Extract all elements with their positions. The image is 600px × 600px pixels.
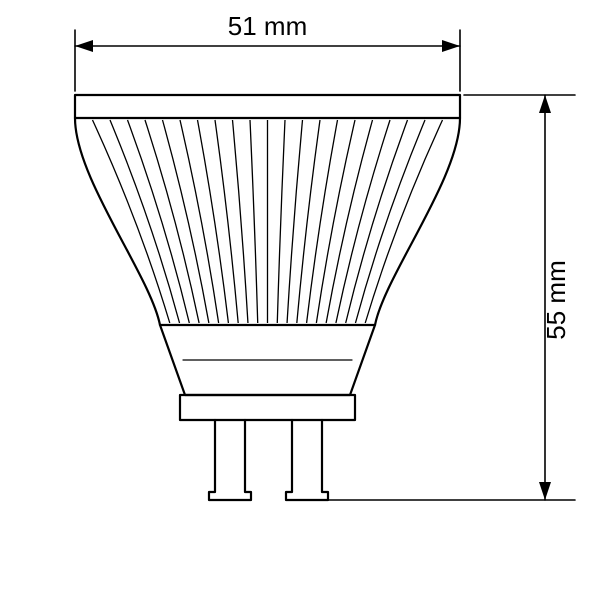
dimension-width: 51 mm	[228, 11, 307, 41]
bulb-dimension-diagram: 51 mm55 mm	[0, 0, 600, 600]
dimension-width-label: 51 mm	[228, 11, 307, 41]
reflector-flutes	[93, 120, 443, 323]
